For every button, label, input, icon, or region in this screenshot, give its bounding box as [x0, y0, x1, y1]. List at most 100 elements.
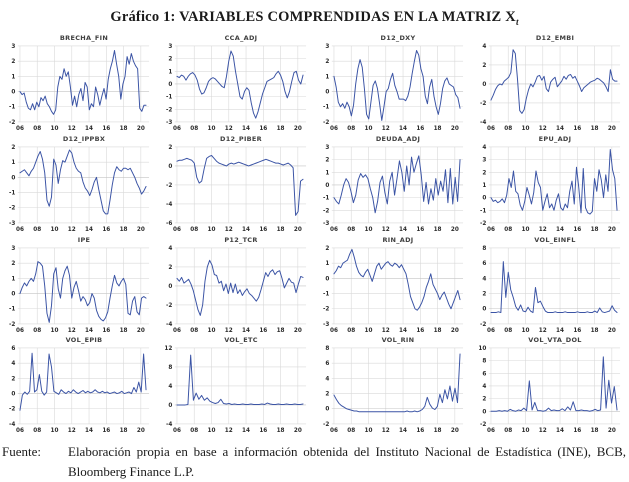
y-tick-label: -2	[480, 422, 486, 428]
y-tick-label: 1	[482, 183, 486, 189]
x-tick-label: 06	[487, 428, 495, 434]
x-tick-label: 10	[51, 227, 59, 233]
series-line	[490, 356, 618, 413]
x-tick-label: 20	[451, 126, 459, 132]
subplot-VOL_ETC: VOL_ETC 06 08 10 12 14 16 18 20 -4 0 4 8 12	[160, 335, 310, 434]
x-tick-label: 18	[120, 428, 128, 434]
subplot-RIN_ADJ: RIN_ADJ 06 08 10 12 14 16 18 20 -3 -2 -1 0 1 2	[317, 235, 467, 333]
y-tick-label: 2	[482, 291, 486, 297]
x-tick-label: 06	[330, 327, 338, 333]
y-tick-label: 10	[478, 346, 486, 352]
subplot-title: VOL_EPIB	[65, 336, 103, 345]
y-tick-label: 2	[325, 59, 329, 65]
y-tick-label: 0	[325, 183, 329, 189]
subplot-VOL_RIN: VOL_RIN 06 08 10 12 14 16 18 20 -2 0 2 4 6 8	[317, 335, 467, 434]
x-tick-label: 14	[556, 227, 564, 233]
y-tick-label: 6	[325, 361, 329, 367]
figure-title-subscript: t	[515, 16, 519, 27]
y-tick-label: -3	[166, 120, 172, 126]
y-tick-label: 2	[482, 397, 486, 403]
x-tick-label: 16	[259, 227, 267, 233]
x-tick-label: 06	[16, 227, 24, 233]
x-tick-label: 20	[137, 428, 145, 434]
x-tick-label: 16	[416, 327, 424, 333]
x-tick-label: 14	[399, 126, 407, 132]
y-tick-label: 4	[482, 276, 486, 282]
x-tick-label: 06	[16, 327, 24, 333]
x-tick-label: 20	[451, 227, 459, 233]
y-tick-label: 0	[168, 403, 172, 409]
y-tick-label: -2	[480, 101, 486, 107]
y-tick-label: 0	[482, 82, 486, 88]
x-tick-label: 20	[451, 428, 459, 434]
subplot-canvas: 06 08 10 12 14 16 18 20 -6 -4 -2 0 2	[166, 145, 307, 233]
y-tick-label: 4	[168, 384, 172, 390]
y-tick-label: -3	[323, 221, 329, 227]
subplot-title: EPU_ADJ	[538, 134, 572, 143]
y-tick-label: -1	[480, 208, 486, 214]
x-tick-label: 18	[591, 428, 599, 434]
y-tick-label: 0	[325, 89, 329, 95]
subplot-title: VOL_VTA_DOL	[528, 336, 582, 345]
subplot-title: VOL_EINFL	[534, 235, 576, 244]
subplot-DEUDA_ADJ: DEUDA_ADJ 06 08 10 12 14 16 18 20 -3 -2 -1 0 1 2 3	[317, 134, 467, 233]
subplot-IPE: IPE 06 08 10 12 14 16 18 20 -2 -1 0 1 2 3	[3, 235, 153, 333]
series-line	[19, 353, 147, 412]
x-tick-label: 14	[85, 327, 93, 333]
y-tick-label: 4	[482, 145, 486, 151]
x-tick-label: 16	[102, 227, 110, 233]
x-tick-label: 14	[556, 126, 564, 132]
x-tick-label: 14	[556, 327, 564, 333]
x-tick-label: 20	[451, 327, 459, 333]
y-tick-label: 0	[482, 306, 486, 312]
x-tick-label: 16	[573, 227, 581, 233]
subplot-canvas: 06 08 10 12 14 16 18 20 -2 0 2 4 6 8 10	[478, 346, 621, 434]
y-tick-label: 0	[325, 407, 329, 413]
y-tick-label: 4	[325, 377, 329, 383]
series-line	[176, 259, 304, 316]
x-tick-label: 10	[208, 428, 216, 434]
subplot-title: D12_EMBI	[535, 33, 575, 42]
subplot-title: IPE	[77, 235, 91, 244]
x-tick-label: 10	[522, 126, 530, 132]
series-line	[490, 260, 618, 313]
x-tick-label: 12	[225, 327, 233, 333]
x-tick-label: 08	[347, 428, 355, 434]
x-tick-label: 12	[225, 227, 233, 233]
series-line	[333, 155, 461, 214]
subplot-title: VOL_ETC	[224, 336, 258, 345]
y-tick-label: -4	[480, 120, 486, 126]
subplot-canvas: 06 08 10 12 14 16 18 20 -4 -2 0 2 4 6	[9, 346, 150, 434]
x-tick-label: 12	[382, 126, 390, 132]
y-tick-label: -1	[9, 190, 15, 196]
x-tick-label: 18	[120, 327, 128, 333]
y-tick-label: -2	[323, 422, 329, 428]
x-tick-label: 16	[259, 428, 267, 434]
figure-title: Gráfico 1: VARIABLES COMPRENDIDAS EN LA …	[0, 0, 629, 27]
x-tick-label: 06	[330, 428, 338, 434]
y-tick-label: 1	[325, 170, 329, 176]
y-tick-label: 0	[168, 82, 172, 88]
y-tick-label: 2	[482, 170, 486, 176]
y-tick-label: 1	[11, 276, 15, 282]
y-tick-label: -2	[323, 306, 329, 312]
y-tick-label: -2	[9, 321, 15, 327]
series-line	[490, 148, 618, 215]
y-tick-label: 0	[168, 164, 172, 170]
x-tick-label: 12	[68, 227, 76, 233]
x-tick-label: 16	[259, 327, 267, 333]
y-tick-label: 2	[168, 56, 172, 62]
y-tick-label: -1	[9, 105, 15, 111]
x-tick-label: 20	[608, 126, 616, 132]
x-tick-label: 08	[190, 126, 198, 132]
y-tick-label: 0	[482, 195, 486, 201]
x-tick-label: 18	[277, 428, 285, 434]
x-tick-label: 20	[137, 227, 145, 233]
x-tick-label: 16	[573, 126, 581, 132]
x-tick-label: 06	[487, 227, 495, 233]
y-tick-label: 3	[325, 145, 329, 151]
